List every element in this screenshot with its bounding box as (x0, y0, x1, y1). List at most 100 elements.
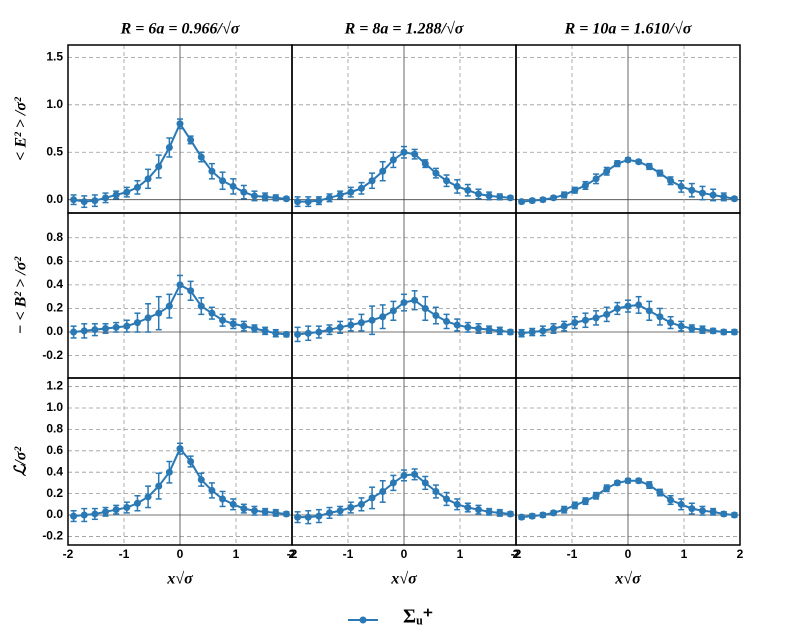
data-point (400, 299, 408, 307)
data-point (261, 193, 269, 201)
data-point (464, 323, 472, 331)
data-point (485, 192, 493, 200)
data-point (144, 314, 152, 322)
data-point (550, 194, 558, 202)
data-point (453, 182, 461, 190)
data-point (165, 144, 173, 152)
data-point (304, 513, 312, 521)
panel-title: R = 6a = 0.966/√σ (120, 21, 240, 38)
data-point (464, 504, 472, 512)
data-point (432, 169, 440, 177)
data-point (326, 326, 334, 334)
data-point (667, 319, 675, 327)
data-point (528, 512, 536, 520)
data-point (421, 304, 429, 312)
data-point (667, 177, 675, 185)
data-point (91, 510, 99, 518)
x-tick-label: 0 (401, 547, 408, 561)
data-point (421, 160, 429, 168)
data-point (294, 198, 302, 206)
x-axis-label: x√σ (166, 571, 193, 588)
data-point (485, 326, 493, 334)
data-point (144, 175, 152, 183)
data-point (379, 167, 387, 175)
data-point (550, 325, 558, 332)
data-point (688, 325, 696, 332)
data-point (496, 509, 504, 517)
data-point (250, 507, 258, 515)
data-point (197, 153, 205, 161)
data-point (229, 500, 237, 508)
data-point (539, 196, 547, 204)
x-tick-label: -2 (63, 547, 74, 561)
data-point (379, 487, 387, 495)
data-point (603, 484, 611, 492)
data-point (389, 156, 397, 164)
data-point (80, 198, 88, 206)
data-point (187, 458, 195, 465)
data-point (102, 508, 110, 516)
data-point (421, 479, 429, 487)
data-point (677, 500, 685, 508)
y-tick-label: 0.6 (46, 443, 63, 457)
data-point (208, 486, 216, 494)
data-point (411, 470, 419, 478)
data-point (453, 321, 461, 329)
data-point (261, 327, 269, 335)
data-point (518, 198, 526, 206)
x-tick-label: 0 (177, 547, 184, 561)
data-point (592, 492, 600, 500)
x-tick-label: 2 (737, 547, 744, 561)
data-point (720, 328, 728, 336)
data-point (112, 323, 120, 331)
data-point (709, 508, 717, 516)
data-point (443, 317, 451, 325)
data-point (144, 493, 152, 501)
data-point (176, 445, 184, 453)
data-point (560, 506, 568, 514)
x-tick-label: -1 (343, 547, 354, 561)
data-point (485, 508, 493, 516)
legend-marker (359, 616, 367, 624)
data-point (624, 477, 632, 485)
y-tick-label: 0.0 (46, 192, 63, 206)
data-point (155, 162, 163, 170)
data-point (592, 314, 600, 322)
data-point (197, 302, 205, 310)
data-point (272, 329, 280, 337)
data-point (112, 506, 120, 514)
data-point (539, 327, 547, 335)
x-tick-label: 2 (513, 547, 520, 561)
data-point (315, 328, 323, 336)
panel-title: R = 8a = 1.288/√σ (344, 21, 464, 38)
data-point (411, 296, 419, 304)
y-tick-label: -0.2 (42, 348, 63, 362)
data-point (581, 497, 589, 505)
y-tick-label: 0.2 (46, 486, 63, 500)
data-point (368, 494, 376, 502)
y-tick-label: 0.6 (46, 253, 63, 267)
data-point (282, 195, 290, 203)
panel-frame (515, 377, 741, 546)
data-point (730, 328, 738, 336)
data-point (133, 183, 141, 191)
y-tick-label: 0.2 (46, 301, 63, 315)
data-point (347, 504, 355, 512)
data-point (645, 307, 653, 315)
data-point (176, 120, 184, 128)
data-point (187, 136, 195, 144)
data-point (432, 312, 440, 320)
data-point (229, 182, 237, 190)
x-tick-label: 2 (289, 547, 296, 561)
data-point (656, 169, 664, 177)
data-point (155, 482, 163, 490)
data-point (698, 189, 706, 197)
data-point (208, 309, 216, 317)
data-point (645, 481, 653, 489)
data-point (133, 319, 141, 327)
data-point (112, 191, 120, 199)
x-tick-label: -1 (119, 547, 130, 561)
data-point (571, 186, 579, 194)
data-point (91, 326, 99, 334)
data-point (656, 489, 664, 497)
